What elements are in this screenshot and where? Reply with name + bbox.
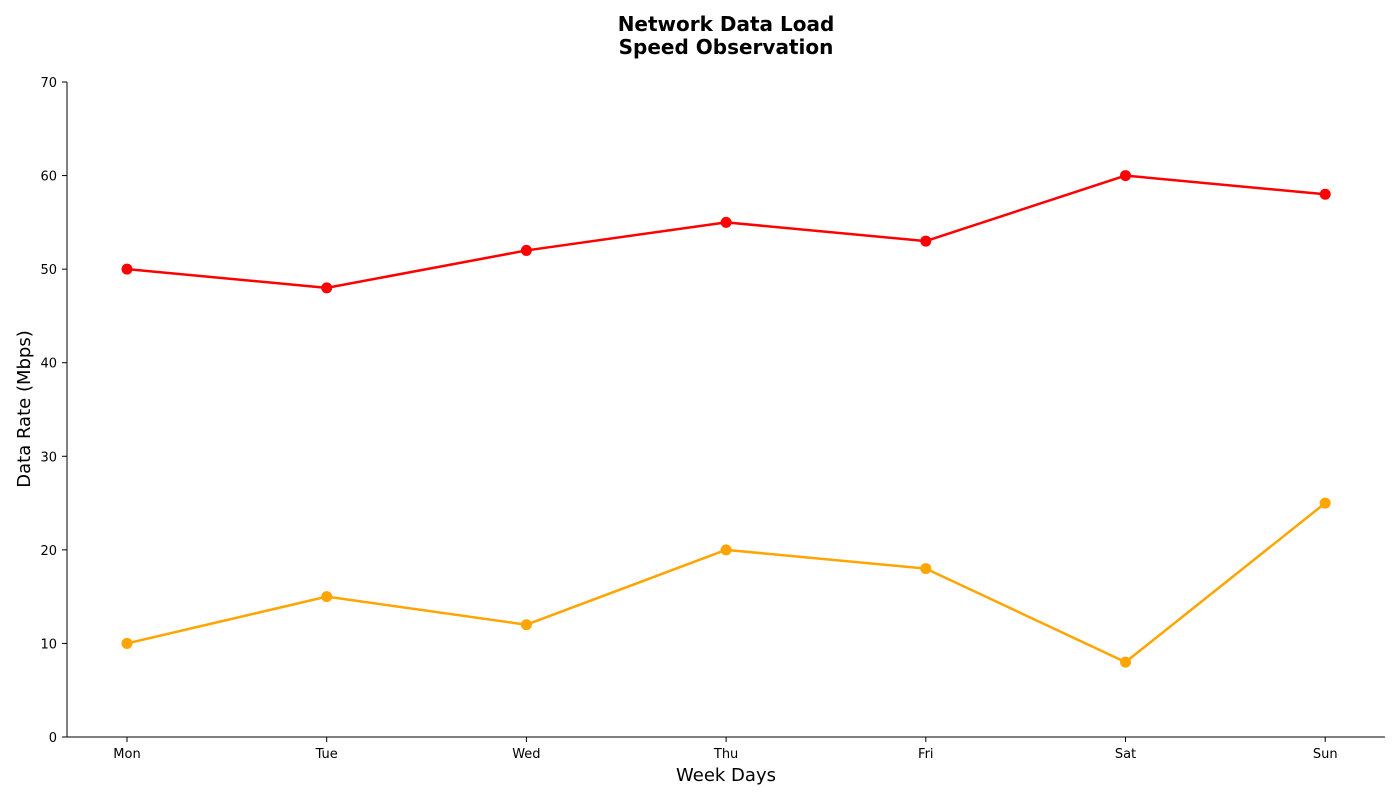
y-tick-label: 40 (40, 357, 57, 372)
series-layer (121, 170, 1331, 668)
chart-title-line-1: Network Data Load (618, 12, 835, 36)
series-1-point (1120, 170, 1131, 182)
x-axis-ticks: Mon Tue Wed Thu Fri Sat Sun (113, 737, 1338, 762)
series-2-point (321, 591, 333, 603)
y-tick-label: 0 (49, 731, 57, 746)
series-1-point (520, 244, 532, 256)
series-2-point (121, 637, 133, 649)
series-2-point (1319, 497, 1331, 509)
y-tick-label: 10 (40, 637, 57, 652)
y-tick-label: 60 (40, 170, 57, 185)
series-1-point (920, 235, 932, 247)
x-tick-label-sat: Sat (1115, 747, 1136, 762)
series-2-point (520, 619, 532, 631)
series-1 (121, 170, 1331, 294)
series-2-line (126, 502, 1326, 664)
series-1-point (321, 282, 333, 294)
chart-title-line-2: Speed Observation (619, 35, 834, 59)
y-axis-ticks: 0 10 20 30 40 50 60 70 (40, 76, 67, 746)
y-tick-label: 20 (40, 544, 57, 559)
series-2-point (1120, 656, 1131, 668)
x-tick-label-thu: Thu (713, 747, 738, 762)
y-tick-label: 50 (40, 263, 57, 278)
series-2-point (720, 544, 732, 556)
series-1-point (1319, 188, 1331, 200)
x-tick-label-sun: Sun (1313, 747, 1338, 762)
series-1-line (126, 174, 1326, 290)
series-2-point (920, 563, 932, 575)
x-tick-label-mon: Mon (113, 747, 140, 762)
series-2 (121, 497, 1331, 668)
series-1-point (121, 263, 133, 275)
x-axis-label: Week Days (676, 765, 776, 786)
x-tick-label-tue: Tue (315, 747, 338, 762)
series-1-point (720, 216, 732, 228)
y-tick-label: 30 (40, 450, 57, 465)
y-tick-label: 70 (40, 76, 57, 91)
y-axis-label: Data Rate (Mbps) (14, 330, 35, 488)
x-tick-label-fri: Fri (918, 747, 934, 762)
x-tick-label-wed: Wed (512, 747, 540, 762)
